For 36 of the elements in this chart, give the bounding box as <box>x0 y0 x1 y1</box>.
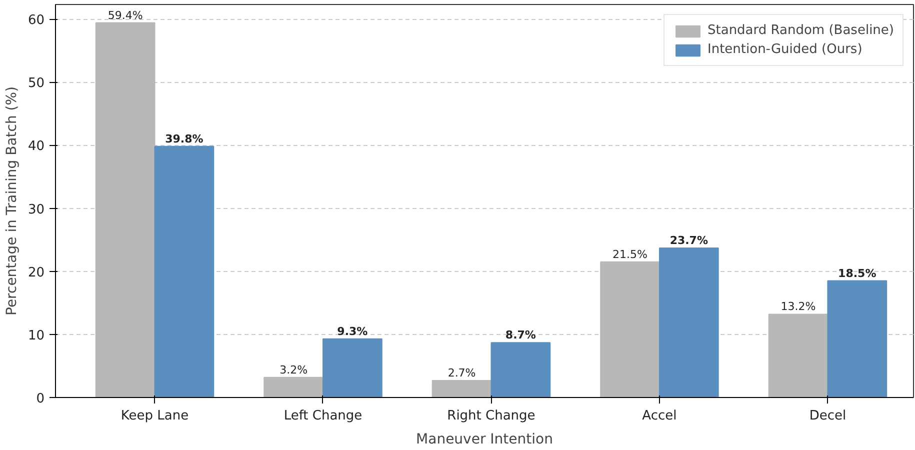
x-tick-label: Accel <box>642 408 677 424</box>
legend-label: Intention-Guided (Ours) <box>708 42 862 57</box>
bar <box>768 314 828 398</box>
y-tick-label: 0 <box>36 392 45 406</box>
bar <box>600 261 660 398</box>
bar <box>658 247 719 398</box>
data-label: 2.7% <box>448 366 476 380</box>
y-tick-label: 40 <box>28 139 45 154</box>
data-label: 18.5% <box>838 266 876 280</box>
x-tick-label: Right Change <box>447 408 536 424</box>
legend-label: Standard Random (Baseline) <box>708 23 894 38</box>
bar <box>264 376 324 398</box>
y-tick-label: 60 <box>28 13 45 28</box>
x-tick-label: Decel <box>809 408 846 424</box>
data-label: 21.5% <box>612 248 648 261</box>
x-tick-label: Keep Lane <box>120 408 189 424</box>
bar <box>95 22 156 398</box>
data-label: 13.2% <box>780 300 816 314</box>
data-label: 23.7% <box>670 234 708 247</box>
bar <box>322 338 382 398</box>
x-tick-label: Left Change <box>284 408 362 424</box>
x-axis-title: Maneuver Intention <box>416 432 553 448</box>
bar <box>154 146 214 398</box>
y-axis-title: Percentage in Training Batch (%) <box>4 86 20 316</box>
y-tick-label: 20 <box>28 265 45 280</box>
y-tick-label: 10 <box>28 328 45 344</box>
data-label: 59.4% <box>108 8 143 22</box>
data-label: 8.7% <box>505 328 536 342</box>
data-label: 3.2% <box>280 363 308 376</box>
y-tick-label: 30 <box>28 202 45 218</box>
data-label: 9.3% <box>337 324 368 338</box>
bar <box>827 280 888 398</box>
data-label: 39.8% <box>165 132 204 146</box>
bar <box>432 380 492 398</box>
bar <box>490 342 551 398</box>
y-tick-label: 50 <box>28 76 45 92</box>
